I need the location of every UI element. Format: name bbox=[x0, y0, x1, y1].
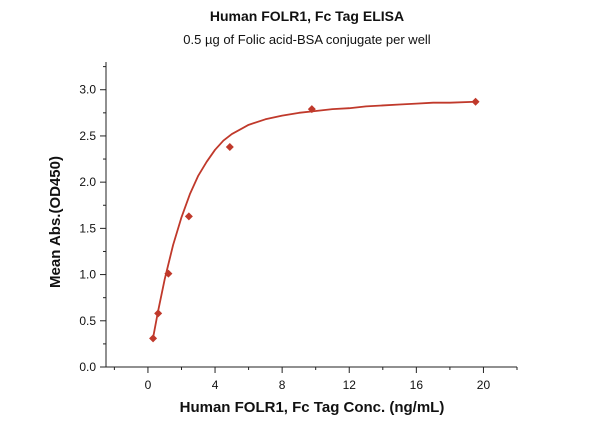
data-points bbox=[149, 97, 480, 343]
y-tick-label: 3.0 bbox=[79, 83, 96, 97]
data-point bbox=[307, 105, 316, 114]
chart-subtitle: 0.5 µg of Folic acid-BSA conjugate per w… bbox=[183, 32, 431, 47]
x-tick-label: 4 bbox=[212, 378, 219, 392]
data-point bbox=[154, 309, 163, 318]
y-tick-label: 1.5 bbox=[79, 221, 96, 235]
data-point bbox=[471, 97, 480, 106]
y-axis-ticks: 0.0 0.5 1.0 1.5 2.0 2.5 3.0 bbox=[79, 66, 106, 374]
y-tick-label: 2.5 bbox=[79, 129, 96, 143]
x-tick-label: 20 bbox=[477, 378, 491, 392]
x-tick-label: 8 bbox=[279, 378, 286, 392]
x-axis-ticks: 0 4 8 12 16 20 bbox=[113, 367, 518, 392]
data-point bbox=[149, 334, 158, 343]
data-point bbox=[225, 143, 234, 152]
x-axis-label: Human FOLR1, Fc Tag Conc. (ng/mL) bbox=[180, 399, 445, 416]
y-axis-label: Mean Abs.(OD450) bbox=[47, 156, 64, 288]
fit-curve bbox=[152, 100, 476, 339]
y-tick-label: 1.0 bbox=[79, 268, 96, 282]
chart-title: Human FOLR1, Fc Tag ELISA bbox=[210, 8, 404, 24]
data-point bbox=[184, 212, 193, 221]
y-tick-label: 2.0 bbox=[79, 175, 96, 189]
data-point bbox=[164, 269, 173, 278]
x-tick-label: 0 bbox=[145, 378, 152, 392]
y-tick-label: 0.5 bbox=[79, 314, 96, 328]
y-tick-label: 0.0 bbox=[79, 360, 96, 374]
x-tick-label: 16 bbox=[410, 378, 424, 392]
x-tick-label: 12 bbox=[343, 378, 357, 392]
